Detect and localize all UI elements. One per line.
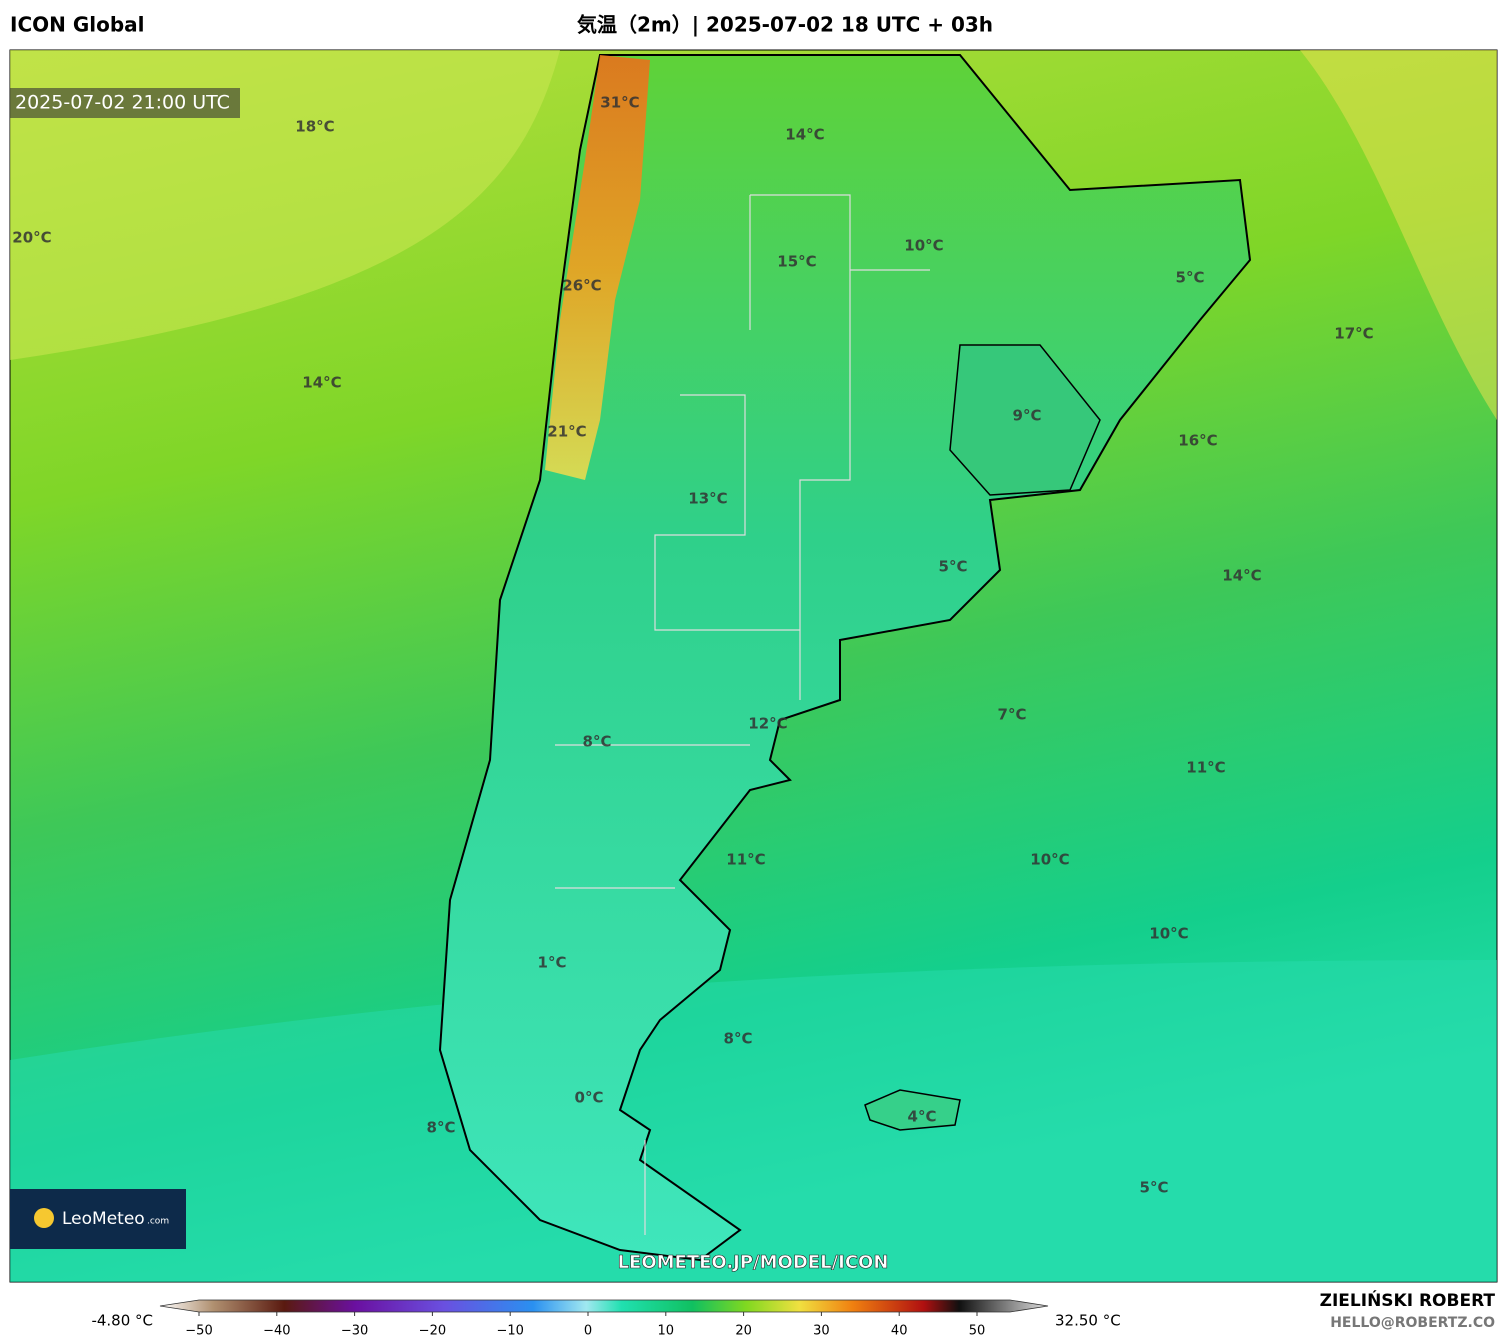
author: ZIELIŃSKI ROBERT — [1320, 1289, 1496, 1311]
temp-label: 13°C — [688, 490, 727, 508]
temp-label: 14°C — [1222, 567, 1261, 585]
temp-label: 15°C — [777, 253, 816, 271]
colorbar: -4.80 °C 32.50 °C −50 −40 −30 −20 −10 0 10 20 30… — [91, 1299, 1121, 1339]
temp-label: 10°C — [1149, 925, 1188, 943]
colorbar-tick-label: −30 — [341, 1324, 368, 1339]
temp-label: 9°C — [1013, 407, 1042, 425]
temp-label: 4°C — [908, 1108, 937, 1126]
logo-name: LeoMeteo — [62, 1209, 145, 1229]
logo-sun — [34, 1208, 54, 1228]
colorbar-tick-label: 0 — [584, 1324, 592, 1339]
colorbar-min: -4.80 °C — [91, 1312, 153, 1330]
temp-label: 21°C — [547, 423, 586, 441]
colorbar-tick-label: 20 — [735, 1324, 752, 1339]
temp-label: 14°C — [785, 126, 824, 144]
colorbar-tick-label: −20 — [419, 1324, 446, 1339]
temp-label: 10°C — [904, 237, 943, 255]
colorbar-tick-label: 50 — [969, 1324, 986, 1339]
colorbar-tick-label: 30 — [813, 1324, 830, 1339]
temp-label: 26°C — [562, 277, 601, 295]
temp-label: 17°C — [1334, 325, 1373, 343]
falklands — [864, 1089, 961, 1131]
temp-label: 18°C — [295, 118, 334, 136]
colorbar-tick-label: −40 — [263, 1324, 290, 1339]
warm-zone — [1300, 50, 1497, 420]
temp-label: 12°C — [748, 715, 787, 733]
colorbar-tick-label: 10 — [658, 1324, 675, 1339]
temp-label: 31°C — [600, 94, 639, 112]
temp-label: 0°C — [575, 1089, 604, 1107]
uruguay — [949, 344, 1101, 496]
colorbar-tick-label: 40 — [891, 1324, 908, 1339]
temp-label: 16°C — [1178, 432, 1217, 450]
warm-zone — [10, 50, 560, 360]
temp-label: 11°C — [1186, 759, 1225, 777]
colorbar-tick-label: −50 — [185, 1324, 212, 1339]
watermark: LEOMETEO.JP/MODEL/ICON — [618, 1252, 889, 1273]
temp-label: 10°C — [1030, 851, 1069, 869]
temp-label: 20°C — [12, 229, 51, 247]
timestamp-box — [10, 88, 240, 118]
temp-label: 7°C — [998, 706, 1027, 724]
temperature-labels: 31°C 18°C 14°C 20°C 10°C 15°C 5°C 26°C 1… — [12, 94, 1373, 1197]
temp-label: 5°C — [1176, 269, 1205, 287]
province-borders — [555, 194, 930, 1235]
temp-label: 8°C — [583, 733, 612, 751]
map: 2025-07-02 21:00 UTC 31°C 18°C 14°C 20°C… — [9, 49, 1498, 1283]
model-name: ICON Global — [10, 13, 145, 37]
contact: HELLO@ROBERTZ.CO — [1330, 1315, 1495, 1331]
temp-label: 5°C — [1140, 1179, 1169, 1197]
temp-label: 8°C — [724, 1030, 753, 1048]
temp-label: 1°C — [538, 954, 567, 972]
colorbar-tick-label: −10 — [496, 1324, 523, 1339]
timestamp: 2025-07-02 21:00 UTC — [15, 92, 230, 114]
colorbar-max: 32.50 °C — [1055, 1312, 1121, 1330]
temp-label: 14°C — [302, 374, 341, 392]
temp-label: 5°C — [939, 558, 968, 576]
logo-suffix: .com — [147, 1217, 169, 1227]
temp-label: 8°C — [427, 1119, 456, 1137]
cool-zone — [10, 960, 1497, 1282]
andes-warm — [545, 55, 650, 480]
map-title: 気温（2m）| 2025-07-02 18 UTC + 03h — [577, 13, 993, 37]
colorbar-scale — [159, 1299, 1049, 1313]
temp-label: 11°C — [726, 851, 765, 869]
